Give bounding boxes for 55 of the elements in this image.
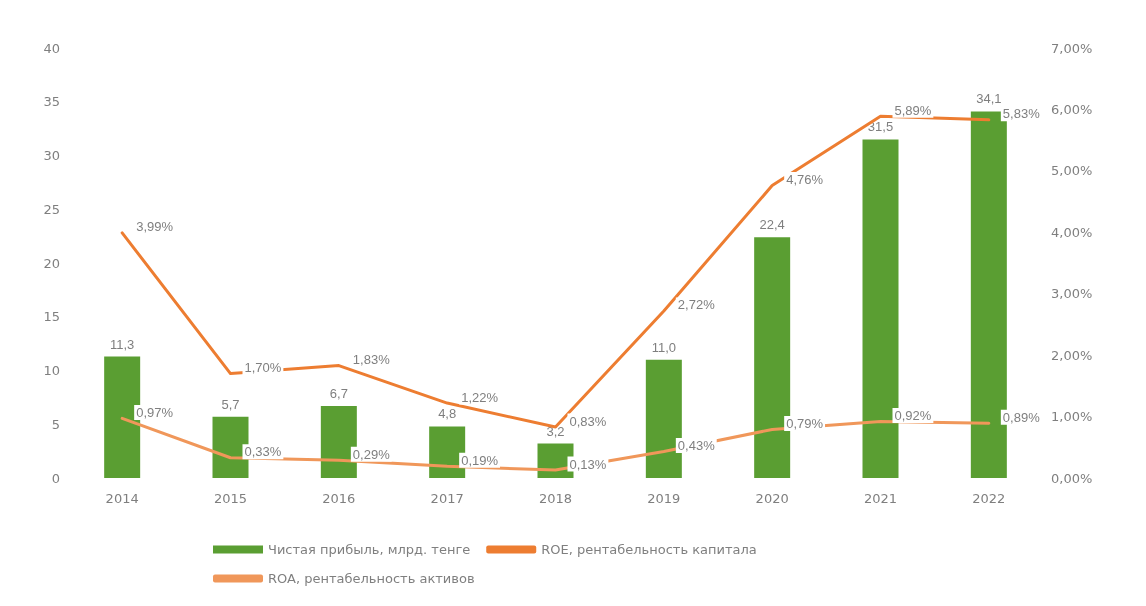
data-label: 0,83%	[569, 413, 607, 429]
data-label: 0,97%	[136, 404, 174, 420]
legend-label: ROE, рентабельность капитала	[541, 542, 757, 557]
x-tick-label: 2014	[105, 491, 139, 506]
y-tick-label: 15	[43, 309, 60, 325]
data-label: 0,79%	[786, 415, 824, 431]
data-label: 11,3	[109, 336, 135, 352]
x-tick-label: 2016	[322, 491, 356, 506]
y2-tick-label: 0,00%	[1051, 470, 1093, 486]
legend-label: Чистая прибыль, млрд. тенге	[268, 542, 471, 557]
data-label: 34,1	[976, 91, 1002, 107]
x-tick-label: 2019	[647, 491, 681, 506]
data-label: 5,83%	[1002, 106, 1041, 122]
x-tick-label: 2017	[430, 491, 464, 506]
data-label: 0,29%	[352, 446, 391, 462]
x-tick-label: 2021	[863, 491, 898, 506]
data-label: 0,43%	[677, 438, 716, 454]
data-label: 22,4	[759, 217, 785, 233]
y-tick-label: 25	[43, 201, 60, 217]
y2-tick-label: 7,00%	[1051, 40, 1093, 56]
data-label: 0,92%	[894, 407, 932, 423]
y-tick-label: 10	[43, 363, 60, 378]
y2-tick-label: 4,00%	[1051, 224, 1093, 240]
y-tick-label: 40	[43, 40, 60, 56]
legend-label: ROA, рентабельность активов	[268, 571, 475, 586]
data-label: 5,7	[221, 396, 240, 412]
data-label: 6,7	[329, 385, 348, 401]
data-label: 1,22%	[461, 389, 499, 405]
y2-tick-label: 6,00%	[1051, 101, 1093, 117]
x-tick-label: 2022	[972, 491, 1006, 506]
data-label: 0,89%	[1002, 409, 1041, 425]
y-tick-label: 35	[43, 94, 60, 110]
data-label: 11,0	[651, 339, 677, 355]
y2-tick-label: 5,00%	[1051, 163, 1093, 179]
y-tick-label: 30	[43, 148, 60, 163]
y-tick-label: 0	[51, 470, 60, 486]
y2-tick-label: 3,00%	[1051, 286, 1093, 302]
x-tick-label: 2015	[213, 491, 248, 506]
data-label: 4,76%	[786, 172, 824, 188]
data-label: 0,13%	[569, 456, 607, 472]
x-tick-label: 2020	[755, 491, 789, 506]
y2-tick-label: 1,00%	[1051, 409, 1093, 425]
data-label: 3,99%	[136, 219, 174, 235]
data-label: 2,72%	[677, 297, 716, 313]
data-label: 0,33%	[244, 444, 282, 460]
data-label: 1,70%	[244, 360, 282, 376]
y2-tick-label: 2,00%	[1051, 347, 1093, 363]
y-tick-label: 5	[51, 416, 60, 432]
data-label: 0,19%	[461, 452, 499, 468]
data-label: 4,8	[438, 406, 457, 422]
data-label: 3,2	[546, 423, 565, 439]
data-label: 5,89%	[894, 102, 932, 118]
data-label: 1,83%	[352, 352, 391, 368]
x-tick-label: 2018	[538, 491, 573, 506]
y-tick-label: 20	[43, 255, 60, 271]
